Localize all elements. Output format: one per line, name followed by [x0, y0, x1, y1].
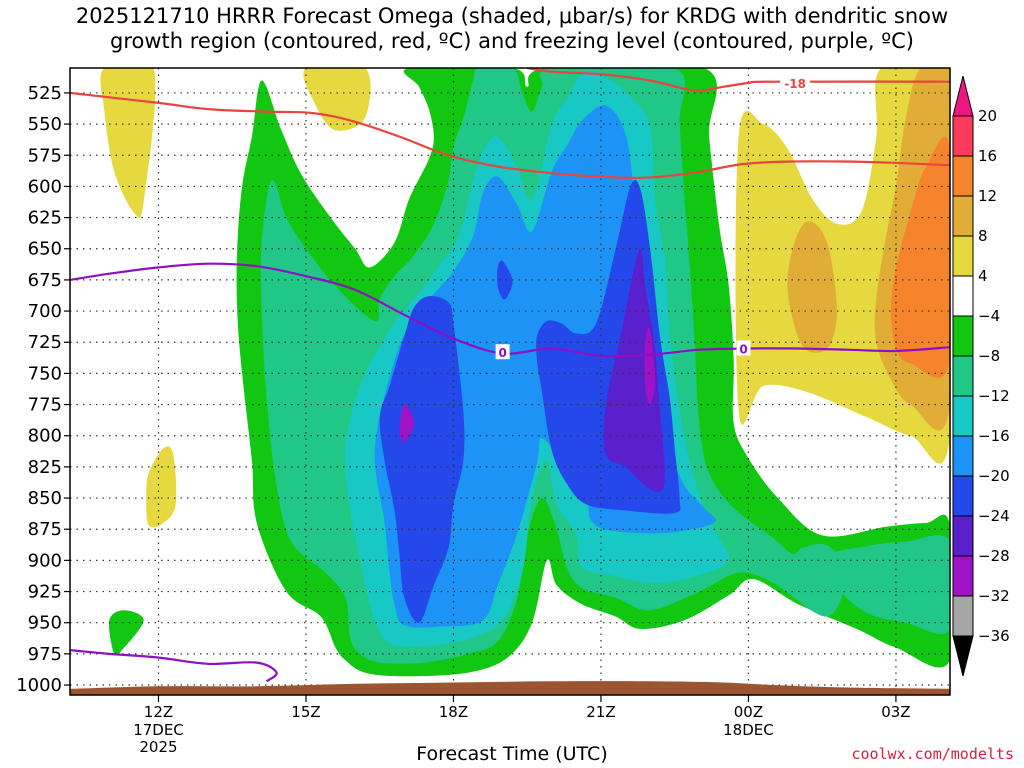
colorbar-label-4: 4 [978, 267, 988, 285]
y-tick-label-625: 625 [28, 208, 62, 229]
colorbar-bin-4 [953, 276, 973, 316]
y-tick-label-850: 850 [28, 488, 62, 509]
colorbar-bottom-arrow [953, 636, 973, 676]
x-tick-label-18Z: 18Z [439, 703, 468, 721]
y-tick-label-675: 675 [28, 270, 62, 291]
colorbar-bin-12 [953, 596, 973, 636]
colorbar-label-8: −16 [978, 427, 1010, 445]
y-tick-label-775: 775 [28, 395, 62, 416]
colorbar-label-10: −24 [978, 507, 1010, 525]
colorbar-bin-7 [953, 396, 973, 436]
site-credit: coolwx.com/modelts [851, 745, 1014, 763]
colorbar-label-0: 20 [978, 107, 997, 125]
colorbar-bin-11 [953, 556, 973, 596]
colorbar-bin-0 [953, 116, 973, 156]
colorbar-bin-5 [953, 316, 973, 356]
x-tick-sublabel-12Z-0: 17DEC [133, 721, 184, 739]
colorbar-label-11: −28 [978, 547, 1010, 565]
colorbar-bin-9 [953, 476, 973, 516]
colorbar-bin-6 [953, 356, 973, 396]
contour-label-1: 0 [739, 342, 747, 356]
x-tick-label-03Z: 03Z [881, 703, 910, 721]
colorbar-label-5: −4 [978, 307, 1000, 325]
colorbar-label-7: −12 [978, 387, 1010, 405]
y-axis: 525 550 575 600 625 650 675 700 725 750 775 800 825 8… [16, 83, 70, 696]
x-tick-sublabel-00Z-0: 18DEC [723, 721, 774, 739]
y-tick-label-875: 875 [28, 519, 62, 540]
chart-canvas: 0 0-1852555057560062565067570072575077580… [0, 0, 1024, 768]
y-tick-label-575: 575 [28, 145, 62, 166]
y-tick-label-925: 925 [28, 582, 62, 603]
colorbar-label-12: −32 [978, 587, 1010, 605]
y-tick-label-650: 650 [28, 239, 62, 260]
colorbar-label-1: 16 [978, 147, 997, 165]
y-tick-label-550: 550 [28, 114, 62, 135]
colorbar-bin-1 [953, 156, 973, 196]
y-tick-label-975: 975 [28, 644, 62, 665]
y-tick-label-725: 725 [28, 332, 62, 353]
y-tick-label-800: 800 [28, 426, 62, 447]
x-tick-label-21Z: 21Z [586, 703, 615, 721]
colorbar-bin-10 [953, 516, 973, 556]
colorbar-top-arrow [953, 76, 973, 116]
x-tick-label-12Z: 12Z [144, 703, 173, 721]
y-tick-label-1000: 1000 [16, 675, 62, 696]
x-tick-label-00Z: 00Z [734, 703, 763, 721]
colorbar-label-2: 12 [978, 187, 997, 205]
y-tick-label-525: 525 [28, 83, 62, 104]
colorbar-label-3: 8 [978, 227, 988, 245]
y-tick-label-900: 900 [28, 550, 62, 571]
contour-label-2: -18 [784, 77, 806, 91]
colorbar-bin-8 [953, 436, 973, 476]
colorbar: 20 16 12 8 4 −4 −8 −12 −16 −20 −24 −28 −32 −36 [953, 76, 1010, 676]
contour-label-0: 0 [498, 346, 506, 360]
x-tick-label-15Z: 15Z [291, 703, 320, 721]
y-tick-label-950: 950 [28, 613, 62, 634]
colorbar-label-6: −8 [978, 347, 1000, 365]
y-tick-label-700: 700 [28, 301, 62, 322]
y-tick-label-600: 600 [28, 176, 62, 197]
y-tick-label-825: 825 [28, 457, 62, 478]
colorbar-bin-2 [953, 196, 973, 236]
colorbar-label-13: −36 [978, 627, 1010, 645]
y-tick-label-750: 750 [28, 363, 62, 384]
colorbar-label-9: −20 [978, 467, 1010, 485]
colorbar-bin-3 [953, 236, 973, 276]
